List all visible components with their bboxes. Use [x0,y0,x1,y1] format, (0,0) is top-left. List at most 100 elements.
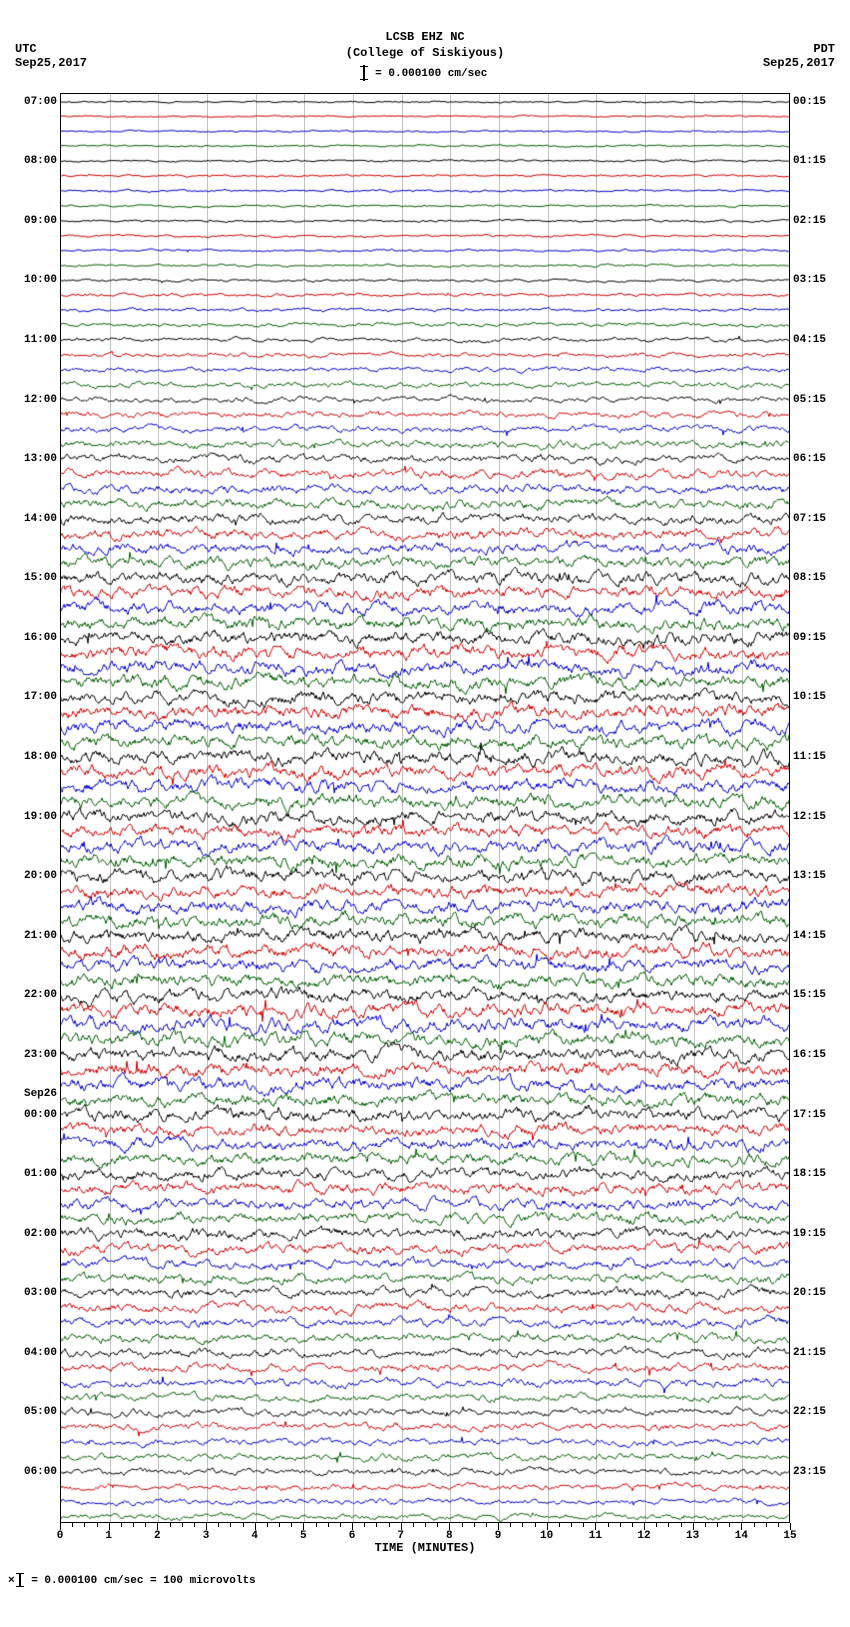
footer-text: = 0.000100 cm/sec = 100 microvolts [25,1575,256,1587]
scale-bar-icon [363,65,365,81]
station-line: LCSB EHZ NC [0,30,850,46]
x-minor-tick [437,1523,438,1527]
x-minor-tick [620,1523,621,1527]
seismogram-container: UTC Sep25,2017 PDT Sep25,2017 LCSB EHZ N… [0,0,850,1627]
x-minor-tick [583,1523,584,1527]
x-minor-tick [413,1523,414,1527]
utc-time-label: 06:00 [24,1466,57,1478]
x-minor-tick [72,1523,73,1527]
x-tick-label: 7 [397,1530,404,1542]
x-tick-mark [60,1523,61,1530]
x-minor-tick [133,1523,134,1527]
x-tick-label: 14 [735,1530,748,1542]
x-tick-mark [498,1523,499,1530]
x-minor-tick [510,1523,511,1527]
pdt-time-label: 09:15 [793,632,826,644]
x-minor-tick [218,1523,219,1527]
x-minor-tick [705,1523,706,1527]
x-minor-tick [486,1523,487,1527]
x-minor-tick [656,1523,657,1527]
x-minor-tick [328,1523,329,1527]
x-minor-tick [462,1523,463,1527]
utc-time-label: 13:00 [24,453,57,465]
utc-time-label: 00:00 [24,1109,57,1121]
utc-time-label: 20:00 [24,870,57,882]
utc-time-label: 07:00 [24,96,57,108]
left-tz: UTC [15,42,87,56]
pdt-time-label: 04:15 [793,334,826,346]
x-minor-tick [668,1523,669,1527]
x-tick-label: 12 [637,1530,650,1542]
x-minor-tick [145,1523,146,1527]
x-tick-mark [595,1523,596,1530]
x-tick-mark [255,1523,256,1530]
pdt-time-label: 17:15 [793,1109,826,1121]
left-timezone-block: UTC Sep25,2017 [15,42,87,70]
x-minor-tick [182,1523,183,1527]
pdt-time-label: 03:15 [793,274,826,286]
seismogram-plot: 07:0008:0009:0010:0011:0012:0013:0014:00… [60,93,790,1523]
utc-time-label: 15:00 [24,572,57,584]
x-tick-mark [206,1523,207,1530]
x-tick-label: 13 [686,1530,699,1542]
utc-time-label: 02:00 [24,1228,57,1240]
x-minor-tick [267,1523,268,1527]
x-minor-tick [522,1523,523,1527]
x-minor-tick [170,1523,171,1527]
utc-time-label: 03:00 [24,1287,57,1299]
pdt-time-label: 22:15 [793,1406,826,1418]
right-date: Sep25,2017 [763,56,835,70]
x-tick-label: 4 [251,1530,258,1542]
right-tz: PDT [763,42,835,56]
x-tick-label: 8 [446,1530,453,1542]
x-minor-tick [291,1523,292,1527]
utc-time-label: 08:00 [24,155,57,167]
utc-time-label: 17:00 [24,691,57,703]
utc-time-label: 12:00 [24,394,57,406]
x-minor-tick [230,1523,231,1527]
pdt-time-label: 16:15 [793,1049,826,1061]
x-minor-tick [389,1523,390,1527]
x-minor-tick [425,1523,426,1527]
x-axis: TIME (MINUTES) 0123456789101112131415 [60,1523,790,1553]
pdt-time-label: 13:15 [793,870,826,882]
x-tick-label: 15 [783,1530,796,1542]
x-tick-mark [109,1523,110,1530]
x-tick-mark [547,1523,548,1530]
pdt-time-label: 14:15 [793,930,826,942]
x-tick-mark [303,1523,304,1530]
utc-time-label: Sep26 [24,1088,57,1100]
utc-time-label: 01:00 [24,1168,57,1180]
scale-line: = 0.000100 cm/sec [0,65,850,81]
x-minor-tick [84,1523,85,1527]
x-minor-tick [571,1523,572,1527]
pdt-time-label: 19:15 [793,1228,826,1240]
left-date: Sep25,2017 [15,56,87,70]
pdt-time-label: 12:15 [793,811,826,823]
plot-wrap: 07:0008:0009:0010:0011:0012:0013:0014:00… [60,93,790,1523]
utc-time-label: 23:00 [24,1049,57,1061]
pdt-time-label: 08:15 [793,572,826,584]
pdt-time-label: 15:15 [793,989,826,1001]
x-tick-label: 10 [540,1530,553,1542]
x-tick-label: 5 [300,1530,307,1542]
utc-time-label: 10:00 [24,274,57,286]
utc-time-label: 05:00 [24,1406,57,1418]
pdt-time-label: 06:15 [793,453,826,465]
footer-scale: × = 0.000100 cm/sec = 100 microvolts [0,1553,850,1587]
x-minor-tick [632,1523,633,1527]
x-minor-tick [778,1523,779,1527]
x-minor-tick [608,1523,609,1527]
x-minor-tick [766,1523,767,1527]
x-minor-tick [279,1523,280,1527]
x-tick-label: 2 [154,1530,161,1542]
x-minor-tick [754,1523,755,1527]
x-minor-tick [681,1523,682,1527]
x-axis-label: TIME (MINUTES) [375,1541,476,1555]
x-tick-label: 0 [57,1530,64,1542]
pdt-time-label: 05:15 [793,394,826,406]
pdt-time-label: 01:15 [793,155,826,167]
x-tick-mark [449,1523,450,1530]
x-tick-label: 11 [589,1530,602,1542]
pdt-time-label: 07:15 [793,513,826,525]
